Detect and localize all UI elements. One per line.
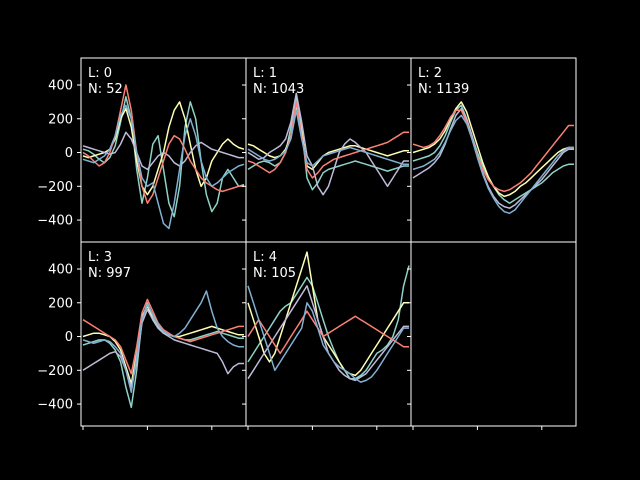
panel-4-label-line2: N: 105 [253,266,296,281]
panel-4-label-line1: L: 4 [253,250,277,265]
panel-3-ytick-label-4: 400 [48,263,73,278]
panel-0-series-3 [82,84,244,204]
panel-3-ytick-label-1: −200 [37,364,73,379]
panel-0-label-line1: L: 0 [88,66,112,81]
panel-0-ytick-label-1: −200 [37,180,73,195]
panel-2-series-0 [412,104,574,204]
panel-0-series-0 [82,96,245,218]
panel-2-series-2 [412,107,574,209]
panel-3-series-4 [82,290,244,393]
panel-5 [407,241,577,430]
panel-1-series-1 [247,104,409,171]
panel-3-ytick-label-3: 200 [48,296,73,311]
panel-0-series-4 [82,104,245,230]
panel-1-label-line1: L: 1 [253,66,277,81]
panel-0-label-line2: N: 52 [88,82,123,97]
panel-3-label-line2: N: 997 [88,266,131,281]
panel-4-series-1 [247,251,409,377]
panel-1-series-2 [247,92,409,196]
panel-0-ytick-label-0: −400 [37,214,73,229]
panel-0-ytick-label-4: 400 [48,79,73,94]
panel-0: L: 0N: 52 −400 −200 0 200 400 [37,57,247,243]
panel-2-label-line2: N: 1139 [418,82,469,97]
panel-3-series-group [82,290,244,409]
panel-3-ytick-label-2: 0 [65,330,73,345]
panel-4: L: 4N: 105 [242,241,412,430]
panel-3: L: 3N: 997 −400 −200 0 200 400 [37,241,247,430]
panel-2: L: 2N: 1139 [407,57,577,243]
panel-1-series-group [247,92,409,196]
panel-1-label-line2: N: 1043 [253,82,304,97]
panel-1-series-3 [247,101,409,179]
panel-3-series-2 [82,308,244,388]
panel-2-series-group [412,101,574,215]
panel-0-ytick-label-3: 200 [48,112,73,127]
panel-3-series-1 [82,305,244,385]
panel-0-series-2 [82,131,244,171]
panel-0-series-group [82,84,245,230]
panel-4-series-0 [247,265,410,380]
panel-1-series-0 [247,96,409,191]
panel-3-series-3 [82,298,244,375]
panel-4-series-group [247,251,410,383]
panel-5-frame [410,241,577,427]
panel-2-label-line1: L: 2 [418,66,442,81]
panel-3-ytick-label-0: −400 [37,398,73,413]
panel-4-series-4 [247,285,409,383]
panel-2-series-4 [412,114,574,215]
panel-1-series-4 [247,109,409,167]
panel-4-series-3 [247,310,409,355]
panel-3-label-line1: L: 3 [88,250,112,265]
panel-1: L: 1N: 1043 [242,57,412,243]
panel-0-ytick-label-2: 0 [65,146,73,161]
panel-2-series-3 [412,109,574,193]
